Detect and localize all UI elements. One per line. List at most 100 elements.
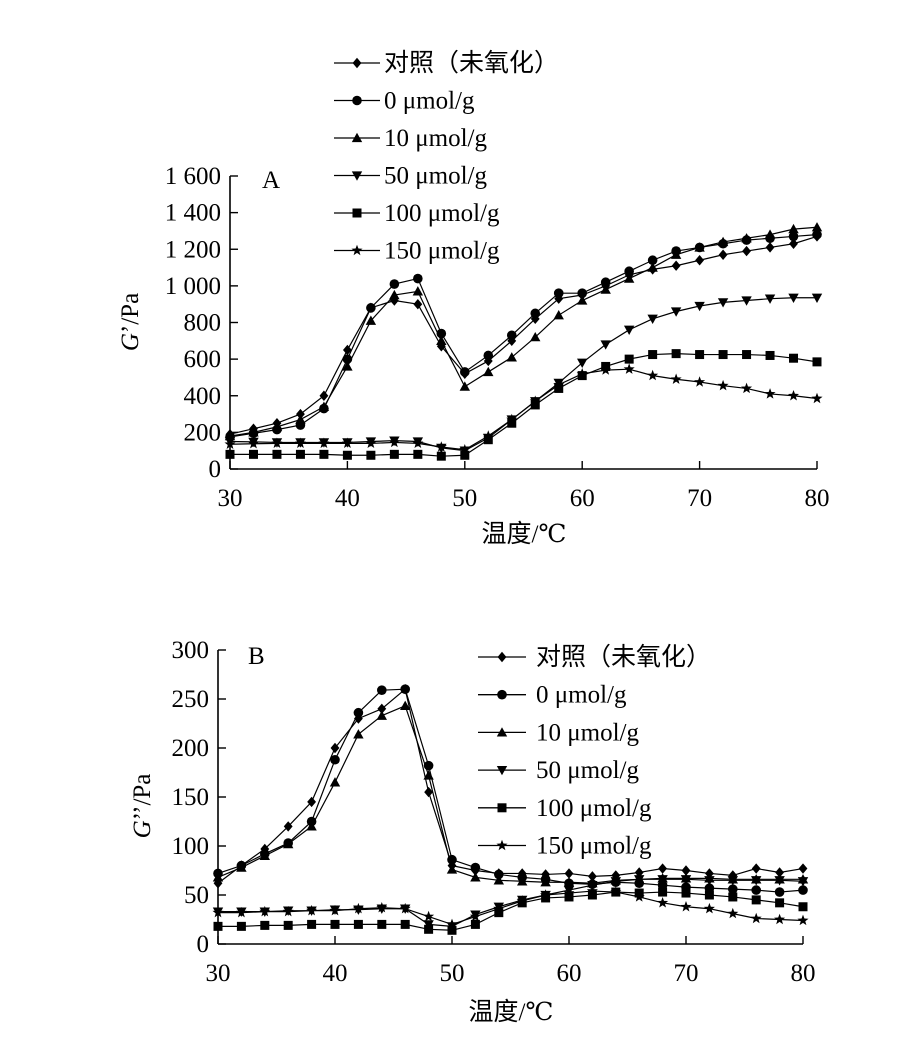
x-tick-label: 50	[440, 960, 465, 987]
legend-label: 对照（未氧化）	[384, 49, 559, 77]
data-point	[529, 395, 541, 406]
data-point	[295, 414, 306, 424]
data-point	[553, 288, 564, 299]
data-point	[530, 308, 541, 319]
data-point	[423, 770, 434, 780]
data-point	[789, 353, 799, 363]
y-axis-title: G’/Pa	[117, 293, 144, 351]
legend-label: 10 μmol/g	[384, 125, 487, 152]
series-line	[218, 878, 804, 927]
data-point	[680, 900, 692, 912]
legend-marker	[496, 765, 508, 776]
data-point	[507, 418, 517, 428]
data-point	[423, 910, 435, 922]
data-point	[634, 867, 644, 878]
x-tick-label: 70	[687, 485, 712, 512]
data-point	[610, 886, 622, 897]
data-point	[540, 877, 551, 887]
y-axis-title-symbol: G	[117, 333, 144, 351]
series-line	[229, 234, 818, 438]
y-axis-title-unit: ’’/Pa	[129, 774, 156, 821]
data-point	[694, 376, 706, 387]
data-point	[623, 325, 635, 336]
data-point	[694, 242, 705, 252]
data-point	[751, 895, 761, 905]
data-point	[236, 921, 246, 931]
data-point	[811, 293, 823, 303]
data-point	[225, 449, 235, 459]
data-point	[212, 872, 224, 882]
data-point	[366, 303, 376, 313]
series-line	[229, 226, 818, 437]
data-point	[703, 902, 715, 914]
data-point	[788, 223, 799, 234]
series-line	[230, 353, 818, 457]
panel-a: 0 200 400 600 800 1 000 1 200 1 400 1 600 30 40 50 6…	[117, 49, 830, 548]
panel-b: 0 50 100 150 200 250 300 30 40 50 60 70 80 B 温度/℃ G’’/P…	[129, 637, 816, 1026]
data-point	[446, 864, 458, 874]
legend-label: 50 μmol/g	[384, 163, 487, 190]
data-point	[717, 298, 729, 308]
series-line	[218, 890, 804, 926]
x-tick-label: 80	[791, 960, 816, 987]
data-point	[798, 902, 808, 912]
data-point	[658, 863, 668, 874]
data-point	[681, 888, 691, 898]
data-point	[353, 707, 364, 718]
y-tick-label: 200	[172, 735, 210, 762]
data-point	[647, 369, 659, 381]
data-point	[751, 876, 762, 886]
series-line	[229, 297, 817, 452]
data-point	[283, 920, 293, 930]
data-point	[506, 330, 517, 341]
data-point	[648, 350, 658, 360]
data-point	[647, 314, 658, 325]
data-point	[670, 249, 682, 259]
x-tick-label: 80	[805, 485, 830, 512]
data-point	[695, 350, 705, 360]
data-point	[460, 450, 470, 460]
data-point	[459, 381, 470, 391]
y-tick-label: 1 200	[165, 236, 221, 263]
data-point	[587, 890, 597, 900]
y-tick-label: 400	[184, 383, 222, 410]
data-point	[530, 331, 541, 342]
y-tick-label: 150	[172, 784, 210, 811]
data-point	[307, 919, 317, 929]
legend-item: 50 μmol/g	[478, 757, 639, 784]
legend-marker	[351, 132, 363, 143]
data-point	[377, 919, 387, 929]
data-point	[318, 401, 330, 411]
legend-item: 0 μmol/g	[478, 682, 627, 709]
data-point	[657, 875, 668, 885]
data-point	[259, 850, 270, 860]
x-tick-label: 40	[323, 960, 348, 987]
legend-marker	[496, 839, 508, 851]
data-point	[600, 277, 611, 288]
data-point	[435, 441, 447, 452]
data-point	[694, 301, 705, 312]
series-50-mol-g	[224, 293, 823, 456]
data-point	[718, 350, 728, 360]
data-point	[212, 906, 224, 918]
data-point	[389, 279, 400, 289]
data-point	[506, 352, 517, 362]
y-tick-label: 200	[184, 419, 222, 446]
data-point	[671, 260, 681, 271]
data-point	[272, 449, 282, 459]
data-point	[680, 875, 692, 885]
data-point	[400, 700, 411, 711]
data-point	[341, 437, 353, 449]
data-point	[658, 887, 668, 897]
data-point	[460, 367, 470, 377]
data-point	[647, 255, 658, 266]
data-point	[412, 437, 424, 449]
y-tick-label: 1 600	[165, 163, 221, 190]
data-point	[563, 877, 575, 887]
data-point	[424, 786, 434, 798]
y-axis-title-symbol: G	[129, 820, 156, 838]
y-axis-title-unit: ’/Pa	[117, 293, 144, 333]
data-point	[342, 450, 352, 460]
data-point	[623, 273, 635, 283]
legend-item: 0 μmol/g	[334, 88, 475, 115]
